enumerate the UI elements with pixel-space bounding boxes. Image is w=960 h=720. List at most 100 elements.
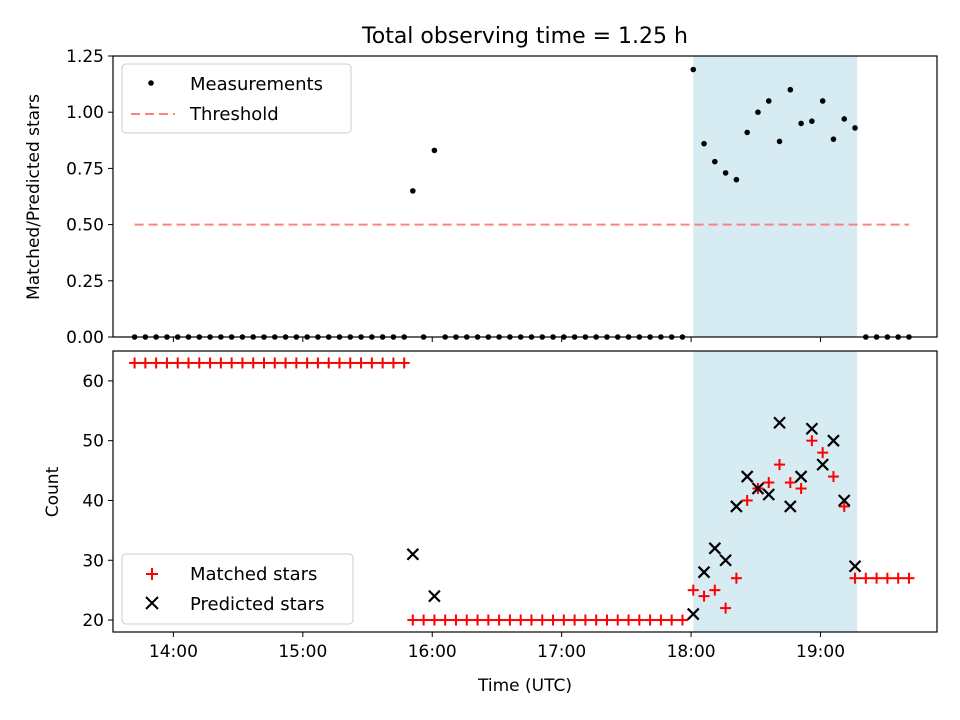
measurement-point <box>410 188 416 194</box>
x-tick-label: 18:00 <box>667 642 716 662</box>
matched-star-point <box>644 614 656 626</box>
matched-star-point <box>774 459 786 471</box>
y-tick-label: 50 <box>82 432 104 452</box>
matched-star-point <box>439 614 451 626</box>
predicted-stars-legend-marker <box>145 596 159 610</box>
matched-star-point <box>881 572 893 584</box>
measurement-point <box>744 129 750 136</box>
matched-star-point <box>633 614 645 626</box>
measurement-point <box>690 66 697 73</box>
chart-title: Total observing time = 1.25 h <box>361 24 688 49</box>
matched-star-point <box>161 357 173 369</box>
predicted-star-point <box>686 607 700 621</box>
matched-star-point <box>547 614 559 626</box>
predicted-star-point <box>428 589 441 603</box>
predicted-star-point <box>805 422 819 436</box>
matched-star-point <box>301 357 313 369</box>
top-legend-box <box>121 63 352 134</box>
matched-star-point <box>226 357 238 369</box>
predicted-star-point <box>848 559 862 573</box>
matched-star-point <box>860 572 872 584</box>
measurement-point <box>798 120 804 127</box>
matched-star-point <box>569 614 581 626</box>
bottom-x-axis-ticks: 14:00 15:00 16:00 17:00 18:00 19:00 <box>149 632 845 662</box>
matched-star-point <box>290 357 302 369</box>
x-tick-label: 17:00 <box>537 642 586 662</box>
matched-star-point <box>720 602 732 614</box>
measurement-point <box>755 109 761 115</box>
predicted-star-point <box>773 416 786 430</box>
matched-star-point <box>418 614 430 626</box>
predicted-stars-points <box>406 416 862 621</box>
y-tick-label: 60 <box>82 372 104 392</box>
matched-star-point <box>236 357 248 369</box>
matched-stars-legend-marker <box>146 568 158 580</box>
measurement-point <box>787 86 794 93</box>
measurement-point <box>431 147 438 154</box>
predicted-star-point <box>794 470 808 483</box>
predicted-star-point <box>730 500 743 513</box>
bottom-legend: Matched stars Predicted stars <box>121 553 354 625</box>
matched-star-point <box>827 471 839 483</box>
matched-star-point <box>741 494 753 506</box>
top-y-axis-ticks: 0.00 0.25 0.50 0.75 1.00 1.25 <box>66 47 113 348</box>
matched-star-point <box>676 614 688 626</box>
matched-star-point <box>784 477 796 489</box>
y-tick-label: 0.25 <box>66 272 104 292</box>
matched-star-point <box>525 614 537 626</box>
bottom-y-axis-label: Count <box>43 466 63 517</box>
matched-star-point <box>698 590 710 602</box>
threshold-legend-label: Threshold <box>189 104 279 125</box>
matched-star-point <box>450 614 462 626</box>
matched-star-point <box>558 614 570 626</box>
matched-star-point <box>730 572 742 584</box>
predicted-star-point <box>697 565 711 579</box>
top-shaded-interval <box>693 56 858 337</box>
matched-star-point <box>806 435 818 447</box>
predicted-star-point <box>708 542 722 555</box>
predicted-star-point <box>406 547 420 561</box>
matched-stars-points <box>129 357 915 626</box>
measurements-legend-label: Measurements <box>190 74 323 95</box>
y-tick-label: 0.50 <box>66 216 104 236</box>
measurement-point <box>712 158 718 165</box>
matched-star-point <box>172 357 184 369</box>
top-plot-frame <box>112 55 938 338</box>
predicted-star-point <box>762 488 776 501</box>
matched-star-point <box>590 614 602 626</box>
matched-star-point <box>377 357 389 369</box>
matched-star-point <box>493 614 505 626</box>
top-x-axis-ticks <box>172 337 822 342</box>
top-legend: Measurements Threshold <box>121 63 352 134</box>
y-tick-label: 0.75 <box>66 159 104 179</box>
y-tick-label: 30 <box>82 551 104 571</box>
matched-star-point <box>247 357 259 369</box>
matched-star-point <box>333 357 345 369</box>
top-y-axis-label: Matched/Predicted stars <box>24 94 44 300</box>
measurement-point <box>701 140 707 147</box>
matched-star-point <box>461 614 473 626</box>
y-tick-label: 1.25 <box>66 47 104 67</box>
matched-star-point <box>709 584 721 596</box>
matched-star-point <box>795 483 807 495</box>
predicted-star-point <box>816 458 829 471</box>
predicted-star-point <box>784 500 797 513</box>
measurement-point <box>819 98 826 104</box>
measurement-point <box>776 138 783 145</box>
predicted-star-point <box>740 470 754 483</box>
matched-star-point <box>482 614 494 626</box>
matched-star-point <box>182 357 194 369</box>
matched-star-point <box>472 614 484 626</box>
matched-star-point <box>515 614 527 626</box>
matched-star-point <box>139 357 151 369</box>
matched-star-point <box>193 357 205 369</box>
x-tick-label: 14:00 <box>149 642 198 662</box>
x-tick-label: 16:00 <box>408 642 457 662</box>
matched-star-point <box>428 614 440 626</box>
matched-star-point <box>215 357 227 369</box>
matched-star-point <box>312 357 324 369</box>
matched-star-point <box>387 357 399 369</box>
matched-star-point <box>366 357 378 369</box>
matched-star-point <box>269 357 281 369</box>
matched-star-point <box>612 614 624 626</box>
